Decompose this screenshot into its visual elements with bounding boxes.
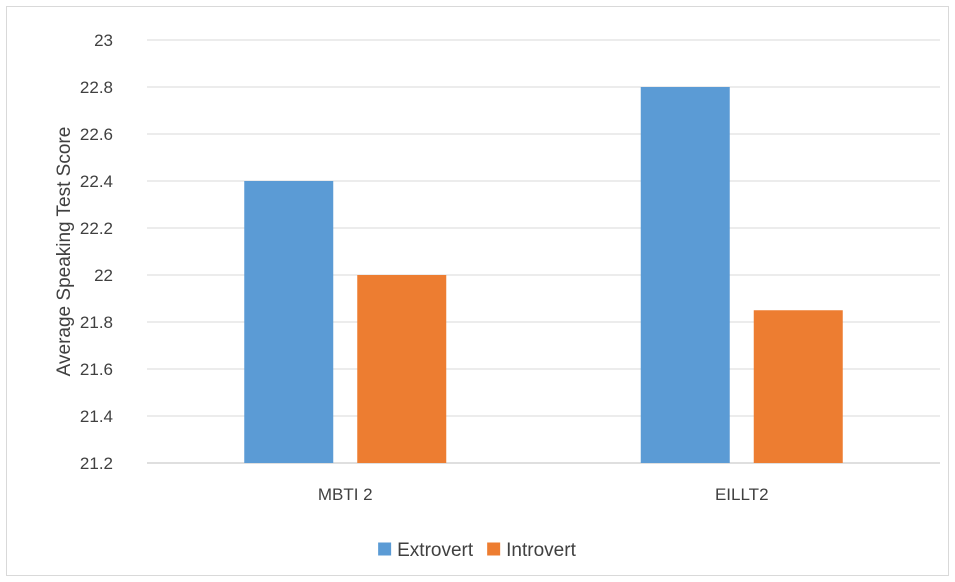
y-tick-label: 21.2 bbox=[80, 454, 113, 473]
y-tick-label: 21.8 bbox=[80, 313, 113, 332]
x-tick-label: MBTI 2 bbox=[318, 485, 373, 504]
y-tick-label: 21.6 bbox=[80, 360, 113, 379]
chart-frame bbox=[6, 6, 949, 576]
legend-label-extrovert: Extrovert bbox=[397, 540, 474, 561]
legend-item-introvert: Introvert bbox=[487, 540, 577, 561]
legend-label-introvert: Introvert bbox=[506, 540, 576, 561]
bar-extrovert-1 bbox=[244, 181, 334, 463]
bar-extrovert-2 bbox=[640, 87, 730, 463]
y-axis-title: Average Speaking Test Score bbox=[54, 127, 75, 377]
y-tick-label: 22.4 bbox=[80, 172, 113, 191]
x-tick-label: EILLT2 bbox=[715, 485, 769, 504]
y-tick-label: 22.6 bbox=[80, 125, 113, 144]
y-tick-label: 22 bbox=[94, 266, 113, 285]
bars bbox=[244, 87, 843, 463]
y-tick-label: 23 bbox=[94, 31, 113, 50]
bar-introvert-2 bbox=[753, 310, 843, 463]
y-tick-label: 22.2 bbox=[80, 219, 113, 238]
bar-introvert-1 bbox=[357, 275, 447, 463]
x-axis-tick-labels: MBTI 2 EILLT2 bbox=[318, 485, 769, 504]
legend-swatch-introvert bbox=[487, 542, 501, 556]
y-axis-tick-labels: 21.2 21.4 21.6 21.8 22 22.2 22.4 22.6 22.8 23 bbox=[80, 31, 113, 473]
legend-item-extrovert: Extrovert bbox=[378, 540, 474, 561]
legend: Extrovert Introvert bbox=[378, 540, 577, 561]
y-tick-label: 22.8 bbox=[80, 78, 113, 97]
legend-swatch-extrovert bbox=[378, 542, 392, 556]
y-tick-label: 21.4 bbox=[80, 407, 113, 426]
